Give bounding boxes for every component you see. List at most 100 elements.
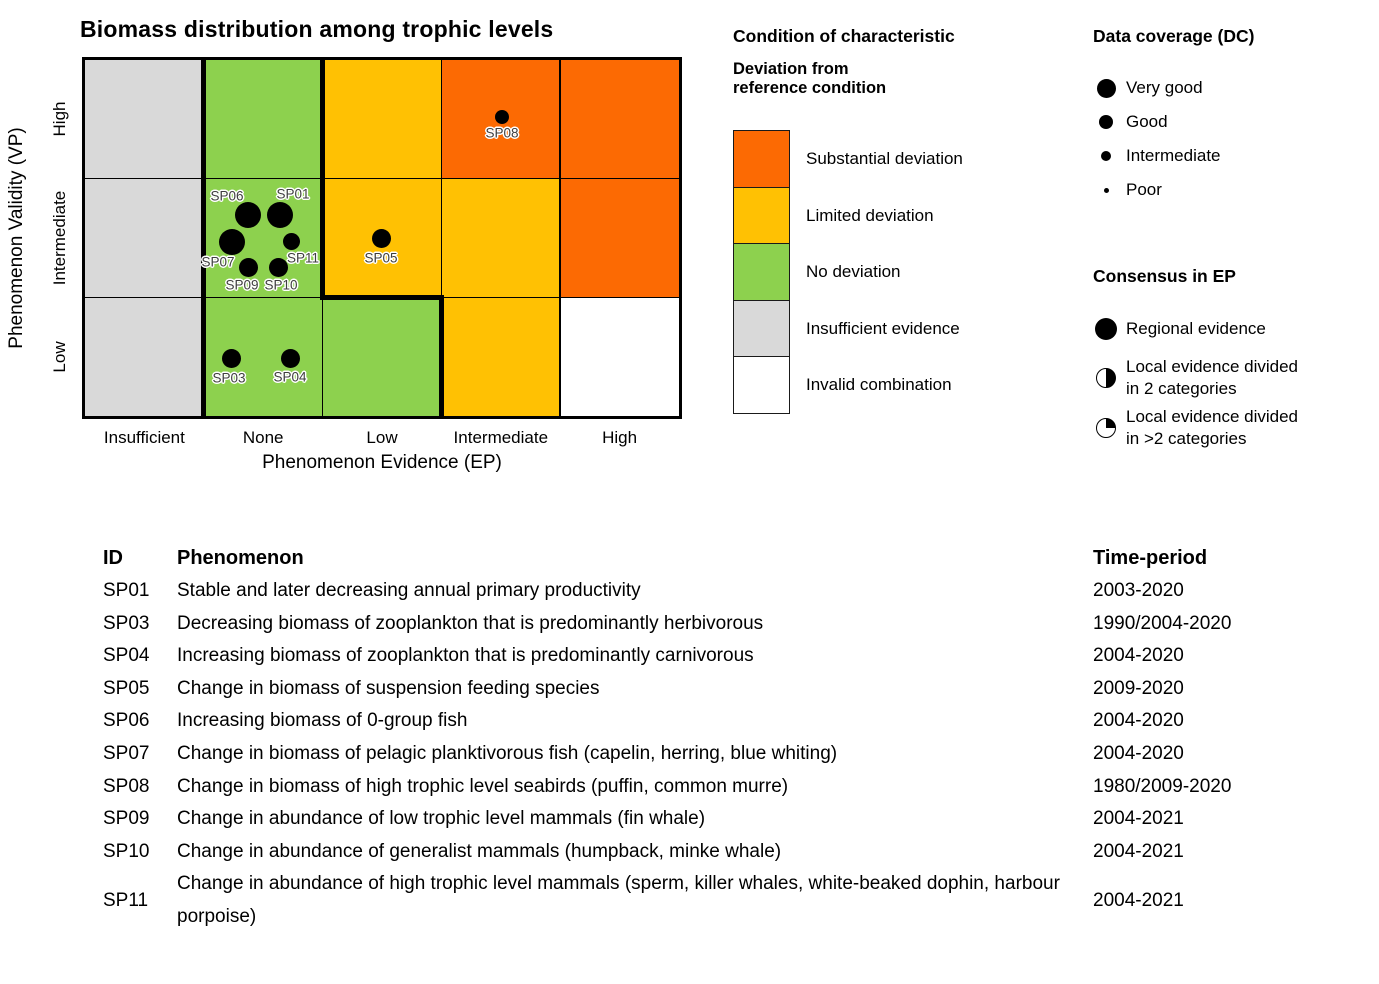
condition-legend-subheading: Deviation from reference condition bbox=[733, 60, 886, 98]
x-tick-none: None bbox=[242, 428, 284, 447]
consensus-item-label-line: Regional evidence bbox=[1126, 319, 1266, 338]
consensus-legend-heading: Consensus in EP bbox=[1093, 266, 1236, 286]
condition-swatch-icon bbox=[733, 299, 790, 358]
table-row-phenomenon: Change in biomass of suspension feeding … bbox=[177, 677, 600, 699]
data-coverage-item: Intermediate bbox=[1093, 139, 1221, 173]
table-row-period: 2003-2020 bbox=[1093, 580, 1184, 601]
matrix-cell-none-low bbox=[203, 297, 323, 416]
consensus-item-label-line: Local evidence divided bbox=[1126, 407, 1299, 426]
y-axis-title: Phenomenon Validity (VP) bbox=[6, 127, 27, 349]
data-coverage-icon-cell bbox=[1093, 78, 1119, 98]
x-tick-low: Low bbox=[366, 428, 398, 447]
consensus-item: Regional evidence bbox=[1093, 318, 1298, 340]
table-row-phenomenon: Increasing biomass of zooplankton that i… bbox=[177, 645, 754, 667]
consensus-item-label-line: in 2 categories bbox=[1126, 379, 1237, 398]
data-coverage-circle-icon bbox=[1101, 151, 1111, 161]
matrix-cell-high-low bbox=[560, 297, 679, 416]
table-row-phenomenon: Stable and later decreasing annual prima… bbox=[177, 580, 641, 601]
grid-line-vertical bbox=[440, 60, 443, 416]
table-row-id: SP07 bbox=[103, 742, 150, 764]
consensus-item-label: Local evidence divided in 2 categories bbox=[1126, 356, 1298, 400]
consensus-item: Local evidence divided in 2 categories bbox=[1093, 356, 1298, 400]
condition-legend-item: Insufficient evidence bbox=[733, 299, 963, 358]
x-tick-intermediate: Intermediate bbox=[453, 428, 549, 447]
table-header-phenomenon: Phenomenon bbox=[177, 547, 304, 569]
table-row-phenomenon: Change in abundance of generalist mammal… bbox=[177, 840, 782, 862]
table-header-time-period: Time-period bbox=[1093, 547, 1208, 569]
data-coverage-item: Poor bbox=[1093, 173, 1221, 207]
table-row-period: 2004-2020 bbox=[1093, 710, 1184, 732]
consensus-icon-cell bbox=[1093, 318, 1119, 340]
data-coverage-item-label: Good bbox=[1126, 112, 1168, 131]
matrix-cell-insufficient-high bbox=[85, 60, 204, 179]
grid-line-horizontal bbox=[85, 177, 679, 180]
condition-swatch-icon bbox=[733, 186, 790, 245]
matrix-cell-intermediate-high bbox=[441, 60, 561, 179]
y-tick-high: High bbox=[50, 101, 69, 137]
table-row-period: 2004-2021 bbox=[1093, 889, 1184, 911]
consensus-item-label: Regional evidence bbox=[1126, 318, 1266, 340]
consensus-legend-items: Regional evidence Local evidence divided i… bbox=[1093, 318, 1298, 450]
phenomena-table: ID Phenomenon Time-period SP01 Stable and… bbox=[103, 542, 1298, 934]
consensus-item-label-line: in >2 categories bbox=[1126, 429, 1247, 448]
condition-item-label: Insufficient evidence bbox=[806, 318, 960, 338]
matrix-cell-intermediate-intermediate bbox=[441, 178, 561, 298]
thick-boundary-segment bbox=[438, 294, 444, 419]
consensus-item: Local evidence divided in >2 categories bbox=[1093, 406, 1298, 450]
table-row-period: 2004-2021 bbox=[1093, 840, 1184, 862]
quarter-circle-icon bbox=[1096, 418, 1116, 438]
consensus-item-label: Local evidence divided in >2 categories bbox=[1126, 406, 1298, 450]
table-row-phenomenon: Change in biomass of pelagic planktivoro… bbox=[177, 742, 838, 764]
data-coverage-legend-heading: Data coverage (DC) bbox=[1093, 26, 1255, 46]
consensus-icon-cell bbox=[1093, 368, 1119, 388]
condition-swatch-icon bbox=[733, 243, 790, 301]
table-row-period: 2004-2021 bbox=[1093, 808, 1184, 830]
table-row-phenomenon: Decreasing biomass of zooplankton that i… bbox=[177, 612, 764, 634]
data-coverage-icon-cell bbox=[1093, 187, 1119, 193]
data-coverage-icon-cell bbox=[1093, 115, 1119, 129]
condition-legend-item: Limited deviation bbox=[733, 186, 963, 245]
condition-swatch-icon bbox=[733, 356, 790, 414]
table-header-id: ID bbox=[103, 547, 123, 569]
table-row-period: 2004-2020 bbox=[1093, 645, 1184, 667]
condition-legend-heading: Condition of characteristic bbox=[733, 26, 955, 46]
matrix-cell-high-intermediate bbox=[560, 178, 679, 298]
data-coverage-item: Good bbox=[1093, 105, 1221, 139]
matrix-cell-intermediate-low bbox=[441, 297, 561, 416]
table-row-phenomenon: Change in biomass of high trophic level … bbox=[177, 775, 789, 797]
condition-legend-subheading-line1: Deviation from bbox=[733, 60, 849, 78]
matrix-cells-layer bbox=[85, 57, 679, 419]
data-coverage-circle-icon bbox=[1099, 115, 1113, 129]
table-row-id: SP01 bbox=[103, 580, 150, 601]
table-row-period: 2009-2020 bbox=[1093, 677, 1184, 699]
thick-boundary-segment bbox=[201, 57, 207, 419]
data-coverage-circle-icon bbox=[1096, 78, 1116, 98]
table-row-period: 1990/2004-2020 bbox=[1093, 612, 1232, 634]
thick-boundary-segment bbox=[320, 57, 326, 300]
assessment-matrix bbox=[82, 57, 682, 419]
data-coverage-item-label: Very good bbox=[1126, 78, 1203, 97]
matrix-cell-low-low bbox=[322, 297, 442, 416]
y-tick-intermediate: Intermediate bbox=[50, 190, 69, 286]
data-coverage-legend-items: Very good Good Intermediate Poor bbox=[1093, 71, 1221, 207]
matrix-cell-insufficient-intermediate bbox=[85, 178, 204, 298]
table-row-phenomenon: Change in abundance of low trophic level… bbox=[177, 808, 706, 830]
consensus-item-label-line: Local evidence divided bbox=[1126, 357, 1299, 376]
table-row-id: SP06 bbox=[103, 710, 150, 732]
table-row-id: SP04 bbox=[103, 645, 150, 667]
table-row-phenomenon: Change in abundance of high trophic leve… bbox=[177, 873, 1060, 927]
matrix-cell-low-intermediate bbox=[322, 178, 442, 298]
table-row-id: SP11 bbox=[103, 889, 149, 911]
consensus-icon-cell bbox=[1093, 418, 1119, 438]
y-tick-low: Low bbox=[50, 341, 69, 373]
x-tick-insufficient: Insufficient bbox=[103, 428, 185, 447]
chart-title: Biomass distribution among trophic level… bbox=[80, 16, 554, 42]
condition-legend-subheading-line2: reference condition bbox=[733, 79, 887, 97]
full-circle-icon bbox=[1095, 318, 1117, 340]
half-circle-icon bbox=[1096, 368, 1116, 388]
data-coverage-circle-icon bbox=[1103, 187, 1109, 193]
matrix-cell-none-high bbox=[203, 60, 323, 179]
table-row-period: 2004-2020 bbox=[1093, 742, 1184, 764]
table-row-id: SP09 bbox=[103, 808, 150, 830]
